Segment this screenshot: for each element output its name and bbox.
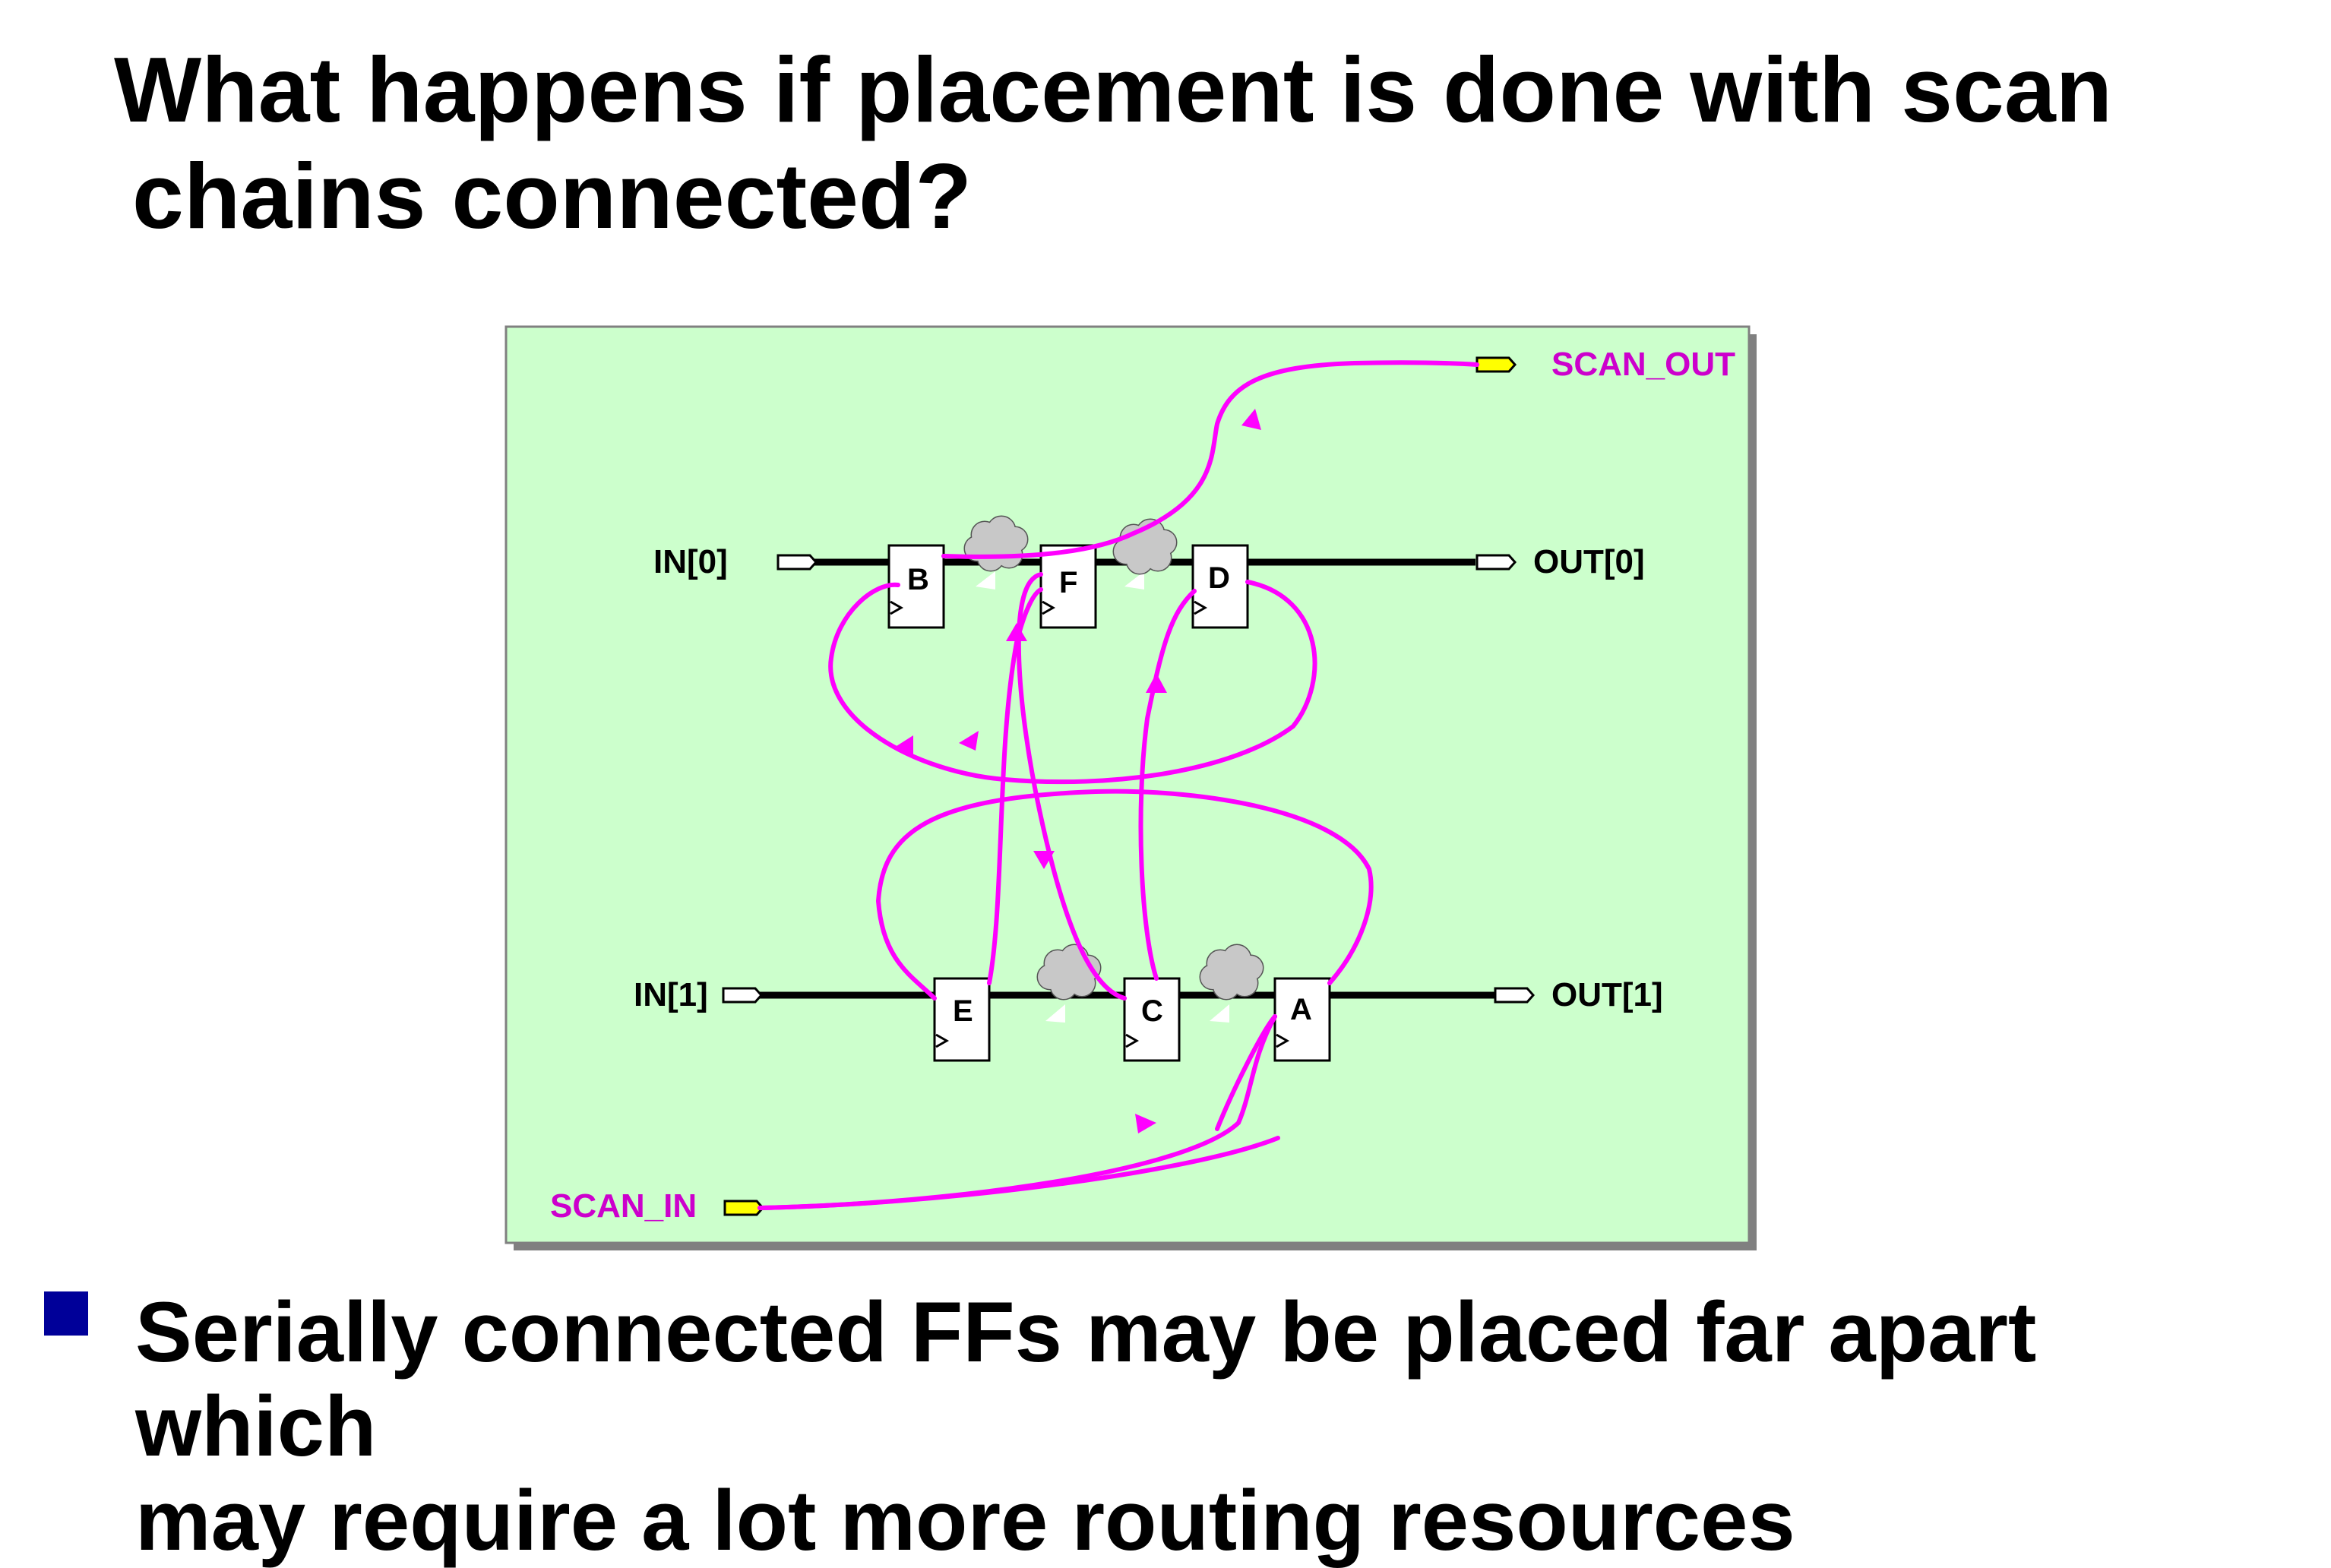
- scan-out-label: SCAN_OUT: [1551, 346, 1735, 383]
- scan-chain: [757, 360, 1479, 1210]
- out1-label: OUT[1]: [1551, 976, 1663, 1013]
- placement-panel: [504, 325, 1751, 1244]
- title-line-1: What happens if placement is done with s…: [114, 38, 2113, 141]
- ff-e-label: E: [953, 994, 973, 1028]
- ff-c-label: C: [1141, 994, 1163, 1028]
- bullet-line-2: may require a lot more routing resources: [135, 1473, 1795, 1568]
- bullet-line-1: Serially connected FFs may be placed far…: [135, 1285, 2037, 1474]
- scan-path-e-to-f: [987, 587, 1043, 985]
- ff-c: C: [1123, 977, 1181, 1062]
- scan-path-f-to-c: [1016, 572, 1127, 1001]
- bullet-text: Serially connected FFs may be placed far…: [135, 1285, 2301, 1568]
- ff-a-label: A: [1290, 993, 1312, 1026]
- scan-out-port: [1475, 356, 1517, 373]
- in1-port: [722, 987, 764, 1004]
- out0-port: [1475, 554, 1517, 571]
- scan-in-label: SCAN_IN: [550, 1187, 697, 1225]
- scan-chain-placement-diagram: SCAN_OUT SCAN_IN IN[0] IN[1] OUT[0] OUT[…: [504, 325, 1757, 1250]
- scan-path-b-to-scan-out: [941, 360, 1479, 559]
- title-line-2: chains connected?: [132, 144, 973, 248]
- in0-port: [776, 554, 818, 571]
- scan-in-port: [723, 1200, 765, 1216]
- ff-d: D: [1191, 544, 1249, 629]
- bullet-square: [44, 1291, 88, 1336]
- scan-arrows: [897, 409, 1261, 1133]
- scan-path-a-to-e: [875, 789, 1374, 1001]
- ff-b-label: B: [907, 563, 929, 596]
- out0-label: OUT[0]: [1533, 543, 1645, 580]
- out1-port: [1494, 987, 1536, 1004]
- ff-e: E: [933, 977, 991, 1062]
- in1-label: IN[1]: [634, 976, 708, 1013]
- ff-f-label: F: [1059, 566, 1077, 599]
- scan-path-c-to-d: [1138, 589, 1197, 981]
- scan-path-d-to-b: [828, 580, 1317, 785]
- ff-f: F: [1039, 544, 1097, 629]
- ff-d-label: D: [1208, 561, 1230, 595]
- in0-label: IN[0]: [653, 543, 728, 580]
- ff-a: A: [1273, 977, 1331, 1062]
- slide-title: What happens if placement is done with s…: [114, 36, 2279, 249]
